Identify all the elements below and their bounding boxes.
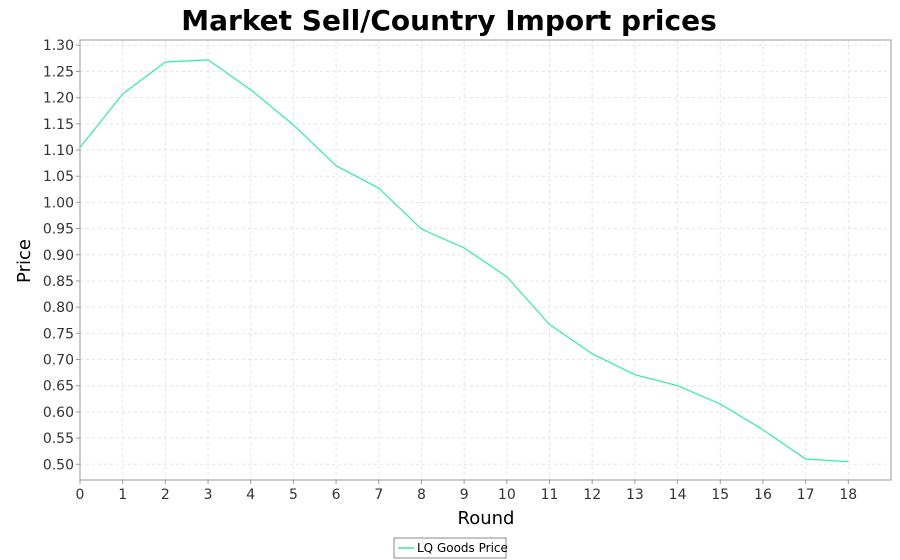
legend-label: LQ Goods Price xyxy=(417,541,508,555)
y-tick-label: 0.55 xyxy=(43,431,74,447)
x-tick-label: 3 xyxy=(204,487,213,503)
x-tick-label: 4 xyxy=(246,487,255,503)
y-tick-label: 1.10 xyxy=(43,143,74,159)
x-tick-label: 14 xyxy=(669,487,687,503)
x-tick-label: 10 xyxy=(498,487,516,503)
x-tick-label: 18 xyxy=(839,487,857,503)
legend: LQ Goods Price xyxy=(393,537,508,559)
x-tick-label: 7 xyxy=(374,487,383,503)
y-tick-label: 1.15 xyxy=(43,117,74,133)
x-tick-label: 2 xyxy=(161,487,170,503)
y-tick-label: 0.75 xyxy=(43,326,74,342)
x-tick-label: 5 xyxy=(289,487,298,503)
y-tick-label: 0.90 xyxy=(43,248,74,264)
y-tick-label: 0.85 xyxy=(43,274,74,290)
grid xyxy=(79,40,891,480)
y-tick-label: 0.60 xyxy=(43,405,74,421)
y-tick-label: 0.65 xyxy=(43,379,74,395)
x-tick-label: 8 xyxy=(417,487,426,503)
chart-title: Market Sell/Country Import prices xyxy=(181,4,717,37)
y-tick-label: 0.70 xyxy=(43,353,74,369)
y-axis-label: Price xyxy=(14,239,35,283)
x-axis: 0 1 2 3 4 5 6 7 8 9 10 11 12 13 14 15 16 17 18 xyxy=(76,480,857,503)
y-tick-label: 1.00 xyxy=(43,195,74,211)
y-tick-label: 0.50 xyxy=(43,457,74,473)
series-line-lq-goods-price xyxy=(79,59,849,463)
x-tick-label: 16 xyxy=(754,487,772,503)
series-layer xyxy=(79,59,849,463)
x-tick-label: 12 xyxy=(583,487,601,503)
y-tick-label: 1.20 xyxy=(43,91,74,107)
x-tick-label: 0 xyxy=(76,487,85,503)
x-tick-label: 17 xyxy=(797,487,815,503)
y-tick-label: 1.25 xyxy=(43,64,74,80)
plot-area xyxy=(79,39,892,481)
y-axis: 0.50 0.55 0.60 0.65 0.70 0.75 0.80 0.85 0.90 0.95… xyxy=(43,38,80,473)
y-tick-label: 0.80 xyxy=(43,300,74,316)
x-tick-label: 1 xyxy=(118,487,127,503)
y-tick-label: 0.95 xyxy=(43,222,74,238)
x-tick-label: 9 xyxy=(460,487,469,503)
y-tick-label: 1.30 xyxy=(43,38,74,54)
y-tick-label: 1.05 xyxy=(43,169,74,185)
x-axis-label: Round xyxy=(458,508,515,529)
x-tick-label: 13 xyxy=(626,487,644,503)
x-tick-label: 15 xyxy=(711,487,729,503)
legend-box xyxy=(393,537,507,559)
x-tick-label: 11 xyxy=(541,487,559,503)
x-tick-label: 6 xyxy=(332,487,341,503)
